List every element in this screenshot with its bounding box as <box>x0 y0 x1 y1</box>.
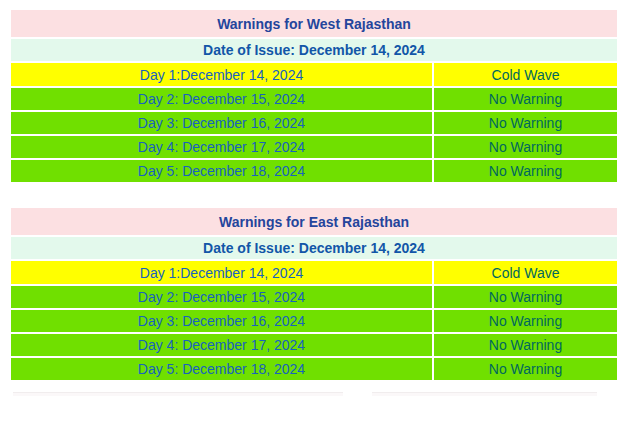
day-label: Day 4: December 17, 2024 <box>11 136 432 158</box>
table-title: Warnings for West Rajasthan <box>11 10 617 37</box>
empty-cell <box>372 392 597 396</box>
table-row-day4: Day 4: December 17, 2024 No Warning <box>11 136 617 158</box>
day-label: Day 2: December 15, 2024 <box>11 88 432 110</box>
date-of-issue-row: Date of Issue: December 14, 2024 <box>11 237 617 259</box>
table-row-day2: Day 2: December 15, 2024 No Warning <box>11 88 617 110</box>
warnings-page: Warnings for West Rajasthan Date of Issu… <box>0 0 632 396</box>
warning-value: No Warning <box>434 136 617 158</box>
warning-value: No Warning <box>434 310 617 332</box>
day-label: Day 2: December 15, 2024 <box>11 286 432 308</box>
day-label: Day 1:December 14, 2024 <box>11 261 432 284</box>
day-label: Day 1:December 14, 2024 <box>11 63 432 86</box>
table-header-row: Warnings for West Rajasthan <box>11 10 617 37</box>
warning-value: No Warning <box>434 160 617 182</box>
day-label: Day 5: December 18, 2024 <box>11 358 432 380</box>
day-label: Day 3: December 16, 2024 <box>11 112 432 134</box>
table-row-day2: Day 2: December 15, 2024 No Warning <box>11 286 617 308</box>
table-header-row: Warnings for East Rajasthan <box>11 208 617 235</box>
warning-value: Cold Wave <box>434 63 617 86</box>
warning-value: Cold Wave <box>434 261 617 284</box>
west-rajasthan-warnings-table: Warnings for West Rajasthan Date of Issu… <box>11 10 617 182</box>
table-row-day4: Day 4: December 17, 2024 No Warning <box>11 334 617 356</box>
table-title: Warnings for East Rajasthan <box>11 208 617 235</box>
warning-value: No Warning <box>434 88 617 110</box>
date-of-issue: Date of Issue: December 14, 2024 <box>11 237 617 259</box>
day-label: Day 4: December 17, 2024 <box>11 334 432 356</box>
warning-value: No Warning <box>434 112 617 134</box>
date-of-issue-row: Date of Issue: December 14, 2024 <box>11 39 617 61</box>
table-row-day5: Day 5: December 18, 2024 No Warning <box>11 160 617 182</box>
east-rajasthan-warnings-table: Warnings for East Rajasthan Date of Issu… <box>11 208 617 380</box>
table-row-day1: Day 1:December 14, 2024 Cold Wave <box>11 261 617 284</box>
day-label: Day 5: December 18, 2024 <box>11 160 432 182</box>
table-row-day3: Day 3: December 16, 2024 No Warning <box>11 112 617 134</box>
empty-bottom-row <box>11 392 632 396</box>
table-row-day1: Day 1:December 14, 2024 Cold Wave <box>11 63 617 86</box>
warning-value: No Warning <box>434 286 617 308</box>
date-of-issue: Date of Issue: December 14, 2024 <box>11 39 617 61</box>
warning-value: No Warning <box>434 358 617 380</box>
warning-value: No Warning <box>434 334 617 356</box>
day-label: Day 3: December 16, 2024 <box>11 310 432 332</box>
table-row-day5: Day 5: December 18, 2024 No Warning <box>11 358 617 380</box>
table-row-day3: Day 3: December 16, 2024 No Warning <box>11 310 617 332</box>
empty-cell <box>13 392 343 396</box>
